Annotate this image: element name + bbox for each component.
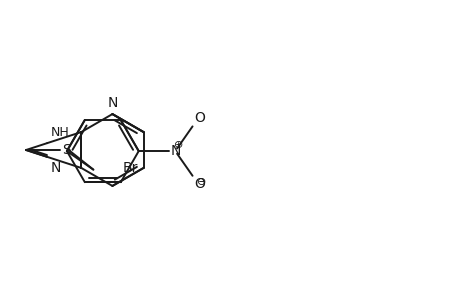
Text: NH: NH xyxy=(50,126,69,139)
Text: S: S xyxy=(62,143,71,157)
Text: O: O xyxy=(193,111,204,125)
Text: ⊕: ⊕ xyxy=(174,140,183,150)
Text: O: O xyxy=(193,177,204,191)
Text: N: N xyxy=(170,144,180,158)
Text: Br: Br xyxy=(123,161,138,175)
Text: N: N xyxy=(107,95,118,110)
Text: N: N xyxy=(50,161,61,175)
Text: ⊖: ⊖ xyxy=(196,177,206,187)
